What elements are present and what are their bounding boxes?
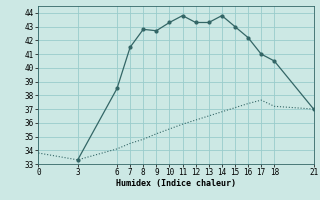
- X-axis label: Humidex (Indice chaleur): Humidex (Indice chaleur): [116, 179, 236, 188]
